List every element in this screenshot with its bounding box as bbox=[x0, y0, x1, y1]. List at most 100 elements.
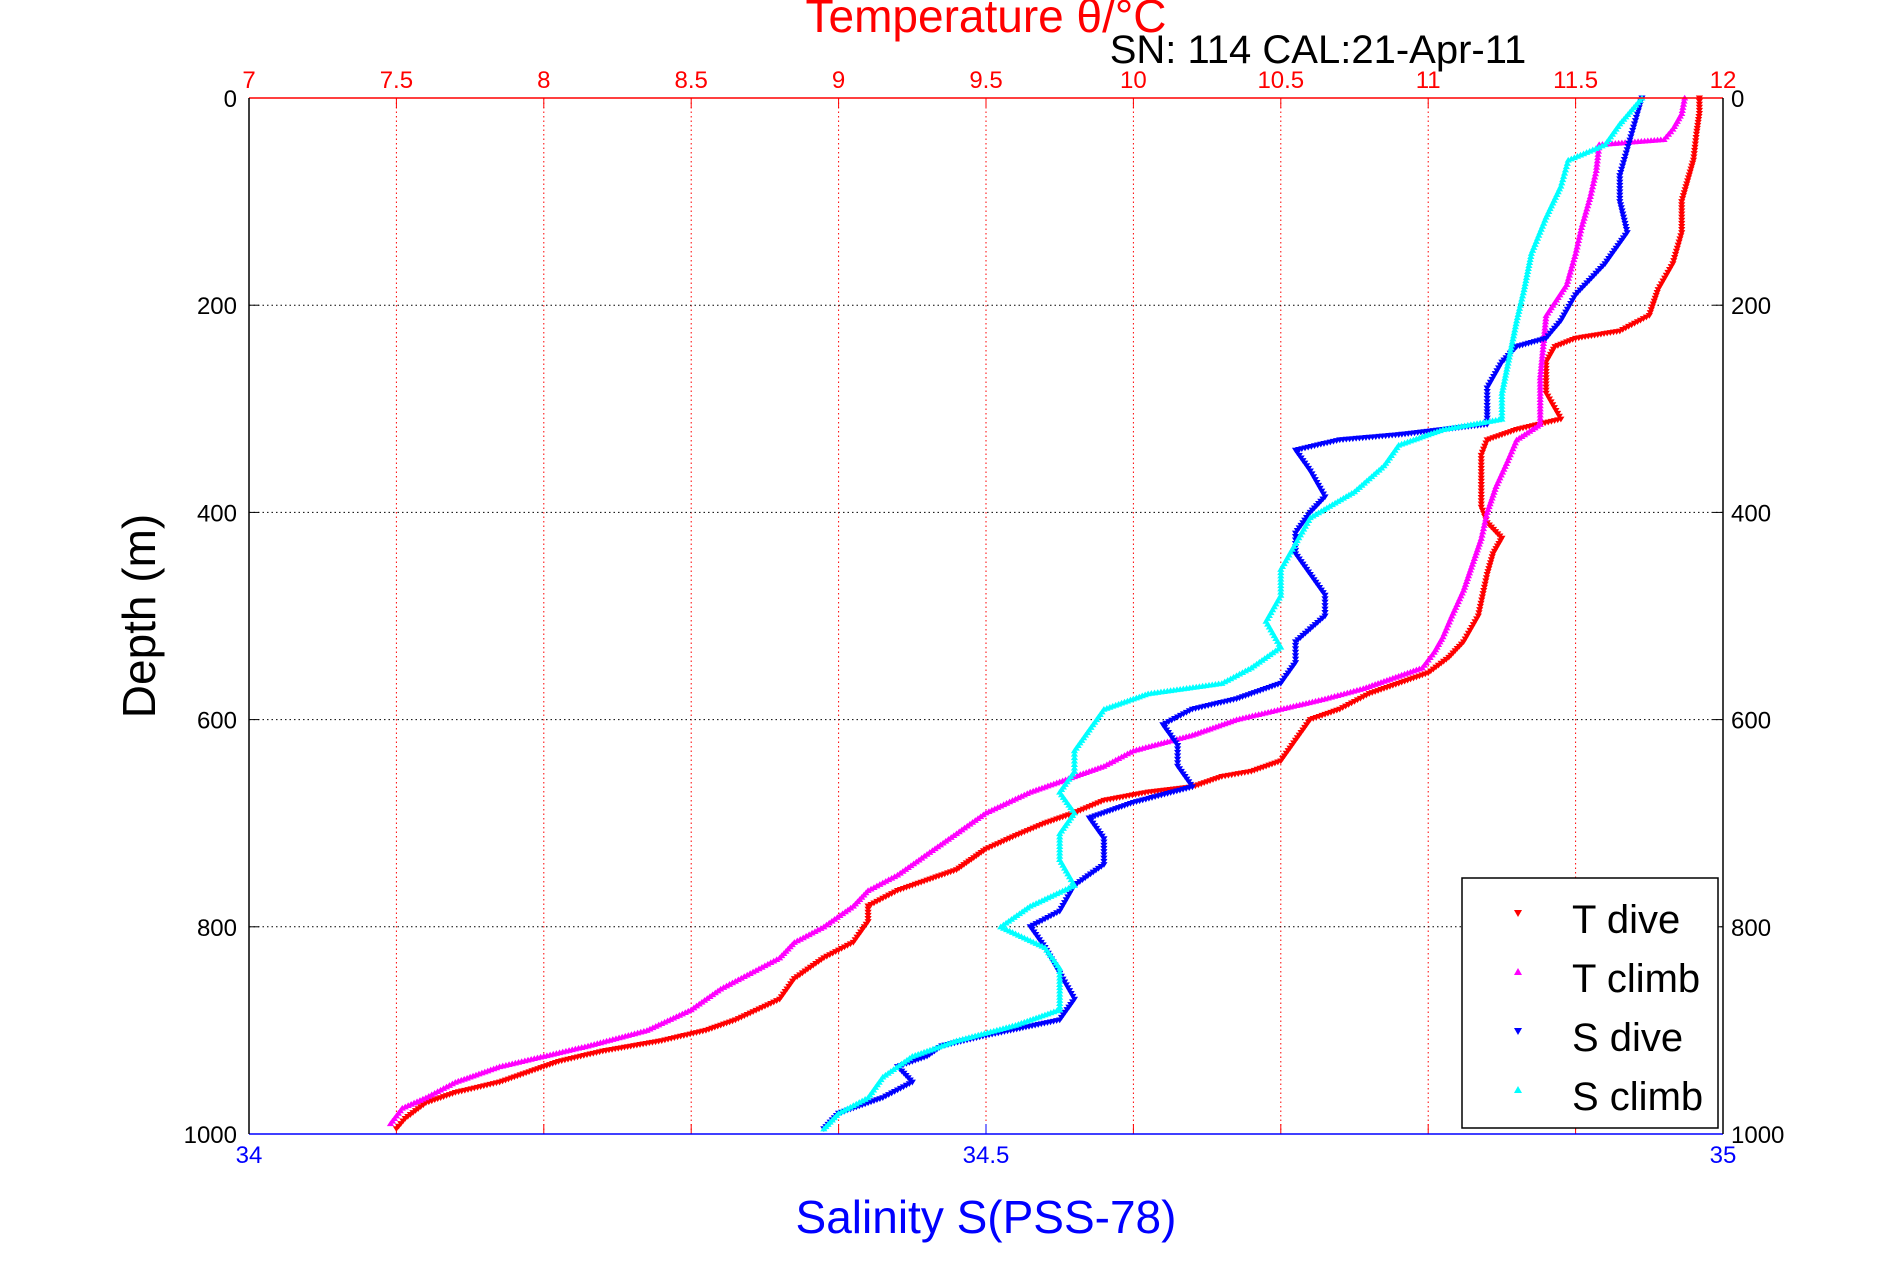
data-point bbox=[1574, 240, 1582, 247]
data-point bbox=[864, 906, 872, 913]
data-point bbox=[1070, 747, 1079, 754]
data-point bbox=[1478, 597, 1486, 604]
data-point bbox=[1622, 325, 1630, 332]
data-point bbox=[1566, 268, 1574, 275]
y-axis-tick-label: 200 bbox=[197, 293, 237, 320]
y-axis-tick-label-right: 600 bbox=[1731, 708, 1771, 735]
top-axis-tick-label: 10.5 bbox=[1257, 67, 1304, 94]
data-point bbox=[1628, 131, 1636, 137]
data-point bbox=[1500, 377, 1508, 384]
data-point bbox=[1477, 478, 1485, 485]
data-point bbox=[1480, 584, 1489, 591]
data-point bbox=[1498, 412, 1506, 419]
data-point bbox=[1678, 217, 1686, 224]
data-point bbox=[1569, 259, 1577, 266]
data-point bbox=[882, 1093, 890, 1100]
data-point bbox=[1509, 335, 1517, 342]
data-point bbox=[1678, 208, 1686, 215]
chart-subtitle: SN: 114 CAL:21-Apr-11 bbox=[1110, 28, 1527, 72]
data-point bbox=[1591, 170, 1600, 177]
data-point bbox=[1100, 852, 1108, 859]
data-point bbox=[1630, 124, 1638, 131]
legend-entry-t-climb: T climb bbox=[1514, 957, 1700, 1001]
data-point bbox=[1100, 858, 1108, 865]
data-point bbox=[1501, 374, 1509, 381]
data-point bbox=[1639, 316, 1648, 322]
data-point bbox=[902, 1082, 911, 1089]
data-point bbox=[1678, 205, 1686, 212]
data-point bbox=[1619, 211, 1627, 218]
data-point bbox=[1498, 396, 1506, 403]
y-axis-tick-label-right: 0 bbox=[1731, 86, 1744, 113]
data-point bbox=[1584, 199, 1593, 206]
data-point bbox=[1359, 694, 1367, 701]
data-point bbox=[1482, 515, 1490, 522]
data-point bbox=[1630, 121, 1639, 128]
data-point bbox=[1630, 320, 1639, 327]
data-point bbox=[1503, 365, 1511, 372]
data-point bbox=[1477, 475, 1485, 482]
data-point bbox=[1483, 402, 1491, 409]
legend-label-t-dive: T dive bbox=[1572, 898, 1680, 942]
data-point bbox=[1174, 753, 1182, 760]
data-point bbox=[1688, 163, 1696, 170]
data-point bbox=[1498, 390, 1506, 396]
top-axis-tick-label: 8.5 bbox=[675, 67, 708, 94]
data-point bbox=[891, 889, 899, 896]
data-point bbox=[1499, 383, 1507, 390]
legend-label-s-dive: S dive bbox=[1572, 1016, 1683, 1060]
data-point bbox=[823, 953, 831, 960]
top-axis-tick-label: 7.5 bbox=[380, 67, 413, 94]
data-point bbox=[1541, 321, 1549, 328]
data-point bbox=[1321, 606, 1329, 613]
data-point bbox=[1056, 968, 1064, 974]
data-point bbox=[1511, 326, 1519, 333]
bottom-axis-tick-label: 34.5 bbox=[963, 1142, 1010, 1169]
data-point bbox=[1032, 921, 1040, 927]
data-point bbox=[1642, 314, 1650, 321]
data-point bbox=[1586, 193, 1594, 199]
data-point bbox=[1511, 323, 1520, 330]
data-point bbox=[1482, 575, 1491, 581]
data-point bbox=[1478, 594, 1486, 601]
data-point bbox=[1539, 346, 1547, 353]
legend-marker-t-climb bbox=[1514, 968, 1522, 975]
data-point bbox=[1577, 227, 1585, 234]
data-point bbox=[1618, 166, 1626, 173]
data-point bbox=[1578, 221, 1586, 227]
data-point bbox=[1056, 987, 1064, 994]
data-point bbox=[1541, 318, 1550, 325]
data-point bbox=[1516, 301, 1524, 308]
data-point bbox=[1171, 716, 1179, 722]
data-point bbox=[1100, 842, 1108, 849]
data-point bbox=[1483, 409, 1491, 416]
data-point bbox=[1582, 208, 1590, 215]
data-point bbox=[1481, 581, 1489, 588]
data-point bbox=[1572, 250, 1580, 256]
data-point bbox=[1321, 592, 1329, 599]
data-point bbox=[1591, 173, 1599, 180]
data-point bbox=[846, 941, 854, 948]
data-point bbox=[1618, 208, 1626, 215]
data-point bbox=[1050, 911, 1058, 918]
data-point bbox=[1505, 353, 1513, 360]
bottom-axis-tick-label: 35 bbox=[1710, 1142, 1737, 1169]
data-point bbox=[1684, 178, 1692, 185]
data-point bbox=[1678, 230, 1686, 236]
data-point bbox=[1537, 368, 1545, 375]
data-point bbox=[826, 952, 834, 959]
data-point bbox=[1616, 202, 1625, 208]
data-point bbox=[1100, 855, 1108, 862]
data-point bbox=[1483, 572, 1491, 578]
top-axis-tick-label: 10 bbox=[1120, 67, 1147, 94]
data-point bbox=[1584, 202, 1592, 209]
legend-entry-s-climb: S climb bbox=[1514, 1075, 1703, 1119]
data-point bbox=[1628, 322, 1636, 329]
data-point bbox=[1617, 205, 1625, 212]
data-point bbox=[1620, 156, 1629, 163]
data-point bbox=[1521, 280, 1529, 287]
top-axis-tick-label: 11 bbox=[1416, 67, 1441, 94]
data-point bbox=[1070, 754, 1079, 761]
